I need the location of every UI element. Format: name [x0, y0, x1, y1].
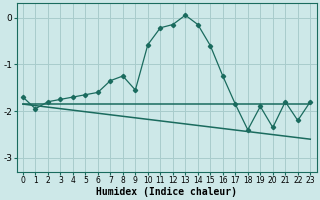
X-axis label: Humidex (Indice chaleur): Humidex (Indice chaleur)	[96, 186, 237, 197]
